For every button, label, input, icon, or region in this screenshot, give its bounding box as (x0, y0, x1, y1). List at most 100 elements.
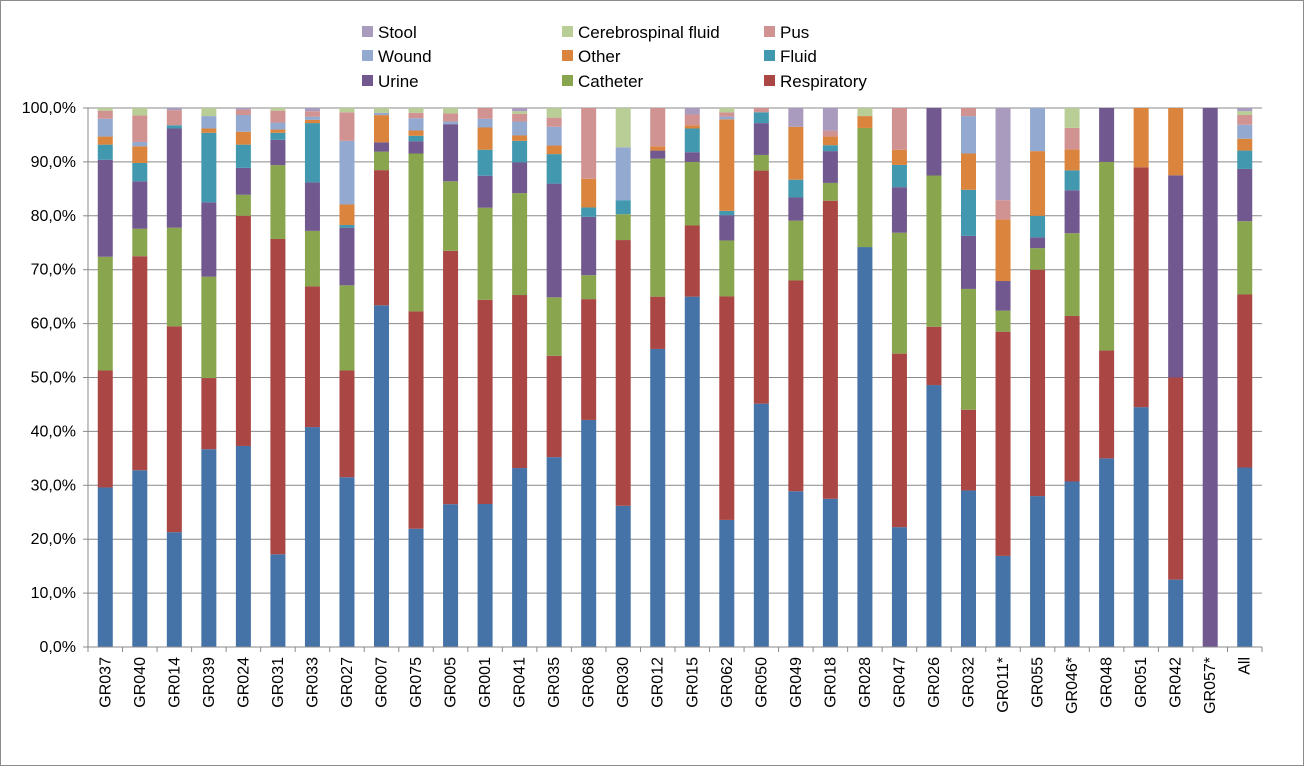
bar-segment-catheter (1030, 248, 1046, 270)
x-tick-label: GR039 (201, 657, 218, 708)
legend-item-stool: Stool (362, 23, 417, 42)
x-tick-label: GR057* (1202, 657, 1219, 714)
bar-segment-catheter (270, 165, 286, 239)
x-tick-label: GR014 (166, 657, 183, 708)
legend-item-urine: Urine (362, 72, 419, 91)
bar-segment-respiratory (97, 370, 113, 488)
bar-segment-respiratory (926, 326, 942, 386)
bar-segment-other (684, 125, 700, 129)
bar-segment-fluid (719, 210, 735, 216)
x-tick-label: GR055 (1030, 657, 1047, 708)
x-tick-label: GR035 (546, 657, 563, 708)
bar-segment-catheter (235, 194, 251, 216)
bar-segment-wound (408, 118, 424, 131)
x-tick-label: GR031 (270, 657, 287, 708)
bar-stack-gr037 (97, 108, 113, 647)
bar-segment-respiratory (408, 311, 424, 529)
bar-segment-blood (581, 419, 597, 647)
bar-segment-blood (1168, 579, 1184, 647)
bar-stack-gr055 (1030, 108, 1046, 647)
bar-segment-catheter (995, 310, 1011, 332)
bar-stack-gr042 (1168, 108, 1184, 647)
bar-stack-gr012 (650, 108, 666, 647)
bar-segment-respiratory (512, 295, 528, 469)
bar-stack-gr049 (788, 108, 804, 647)
bar-segment-respiratory (443, 250, 459, 505)
bar-segment-pus (1064, 127, 1080, 150)
y-tick-label: 40,0% (31, 423, 76, 440)
bar-segment-pus (443, 113, 459, 122)
legend-swatch (764, 50, 775, 61)
bar-segment-other (374, 115, 389, 143)
bar-segment-fluid (891, 164, 907, 188)
bar-stack-gr018 (822, 108, 838, 647)
bar-segment-fluid (304, 123, 320, 183)
bar-segment-pus (477, 108, 493, 119)
bar-segment-fluid (581, 207, 597, 217)
bar-segment-catheter (961, 288, 976, 410)
x-tick-label: GR001 (477, 657, 494, 708)
bar-segment-catheter (719, 240, 735, 297)
bar-segment-cerebrospinal-fluid (97, 108, 113, 111)
bar-stack-gr040 (132, 108, 148, 647)
bar-segment-blood (961, 490, 976, 647)
bar-segment-catheter (166, 227, 182, 327)
bar-segment-wound (443, 121, 459, 125)
x-tick-label: GR024 (235, 657, 252, 708)
bar-stack-gr024 (235, 108, 251, 647)
bar-segment-wound (374, 112, 389, 116)
bar-segment-catheter (788, 220, 804, 281)
bar-segment-fluid (166, 125, 182, 129)
bar-segment-blood (995, 555, 1011, 647)
bar-stack-gr051 (1133, 108, 1149, 647)
bar-segment-blood (97, 487, 113, 647)
bar-stack-gr047 (891, 108, 907, 647)
legend-swatch (362, 75, 373, 86)
bar-stack-gr057 (1202, 108, 1218, 647)
bar-segment-other (581, 178, 597, 208)
bar-stack-gr011 (995, 108, 1011, 647)
bar-segment-urine (1030, 237, 1046, 249)
x-tick-label: GR027 (339, 657, 356, 708)
y-tick-label: 90,0% (31, 154, 76, 171)
bar-segment-respiratory (1237, 294, 1253, 468)
bar-segment-other (235, 131, 251, 145)
y-tick-label: 100,0% (22, 100, 76, 117)
bar-segment-blood (408, 528, 424, 647)
bar-segment-wound (270, 122, 286, 130)
bar-segment-catheter (822, 182, 838, 201)
bar-stack-gr041 (512, 108, 528, 647)
bar-segment-catheter (615, 214, 631, 241)
bar-stack-gr001 (477, 108, 493, 647)
bar-segment-urine (891, 187, 907, 233)
legend-swatch (562, 75, 573, 86)
x-tick-label: GR012 (650, 657, 667, 708)
bar-segment-fluid (201, 132, 217, 203)
bar-segment-stool (304, 108, 320, 112)
legend-item-other: Other (562, 47, 621, 66)
bar-segment-respiratory (581, 299, 597, 420)
bar-segment-blood (374, 305, 389, 647)
bar-segment-respiratory (995, 331, 1011, 556)
x-tick-label: GR005 (443, 657, 460, 708)
bar-segment-urine (961, 235, 976, 289)
bar-segment-stool (512, 108, 528, 112)
bar-segment-wound (339, 140, 355, 205)
x-tick-label: GR042 (1168, 657, 1185, 708)
bar-stack-gr033 (304, 108, 320, 647)
x-tick-label: GR048 (1099, 657, 1116, 708)
bar-segment-cerebrospinal-fluid (408, 108, 424, 113)
bar-segment-other (132, 146, 148, 163)
bar-segment-urine (1064, 190, 1080, 234)
bar-segment-urine (546, 183, 562, 298)
bar-stack-gr031 (270, 108, 286, 647)
y-tick-label: 20,0% (31, 531, 76, 548)
bar-segment-fluid (235, 144, 251, 168)
x-tick-label: GR040 (132, 657, 149, 708)
bar-segment-pus (235, 109, 251, 116)
bar-segment-respiratory (822, 200, 838, 499)
x-tick-label: GR050 (753, 657, 770, 708)
bar-segment-pus (166, 110, 182, 126)
bar-segment-pus (753, 108, 769, 113)
bar-segment-other (201, 128, 217, 133)
